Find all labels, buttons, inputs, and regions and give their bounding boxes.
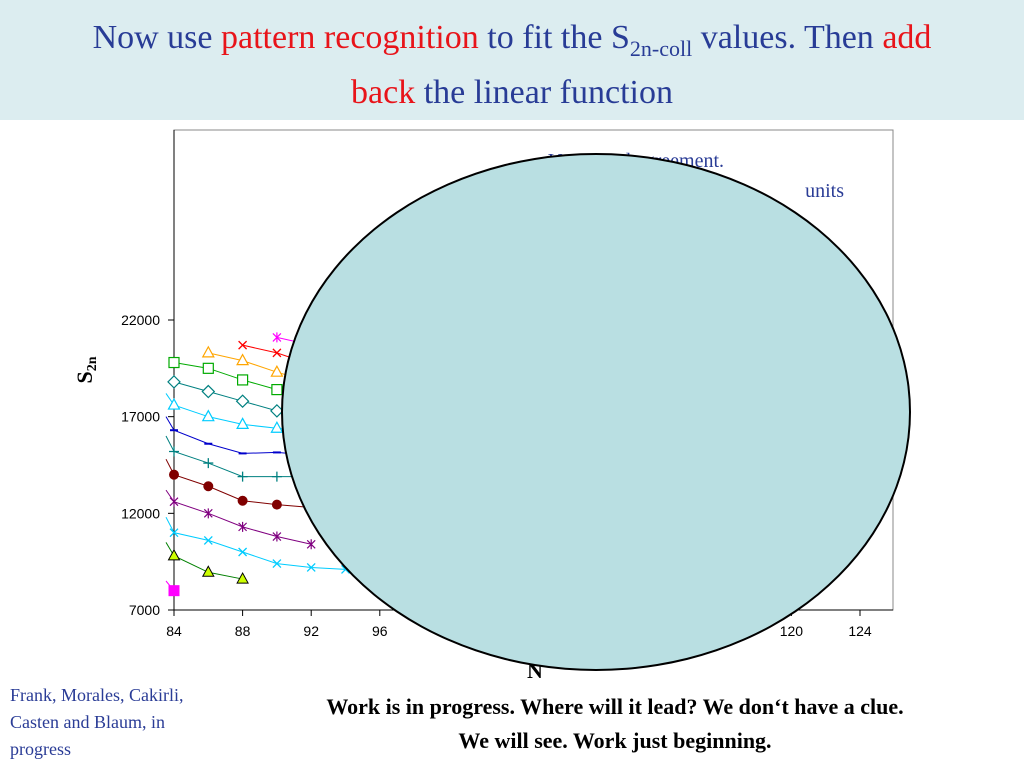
data-point — [270, 421, 284, 433]
footer-line1: Work is in progress. Where will it lead?… — [326, 694, 904, 719]
y-axis-label-subscript: 2n — [85, 356, 100, 371]
data-point — [168, 585, 180, 597]
data-point — [238, 547, 248, 557]
title-highlight-add: add — [882, 19, 932, 56]
data-point — [272, 348, 282, 358]
data-point — [237, 471, 248, 482]
title-subscript: 2n-coll — [629, 35, 693, 61]
x-tick-label: 88 — [235, 623, 251, 639]
data-point — [237, 374, 249, 386]
y-tick-label: 22000 — [121, 312, 160, 328]
y-axis-label: S2n — [72, 356, 100, 383]
data-point — [237, 495, 248, 506]
series-1 — [165, 580, 180, 597]
title-part4: the linear function — [415, 73, 673, 111]
title-highlight-back: back — [351, 73, 416, 111]
series-line — [165, 435, 312, 478]
title-band — [0, 0, 1024, 120]
data-point — [169, 496, 179, 507]
data-point — [168, 356, 180, 369]
data-point — [271, 384, 283, 396]
y-tick-label: 17000 — [121, 409, 160, 425]
data-point — [272, 531, 282, 542]
x-tick-label: 124 — [848, 623, 872, 639]
x-tick-label: 84 — [166, 623, 182, 639]
title-part2: to fit the S — [478, 19, 630, 56]
x-tick-label: 92 — [303, 623, 319, 639]
overlay-oval — [281, 153, 911, 671]
data-point — [201, 384, 216, 399]
data-point — [236, 353, 250, 366]
data-point — [167, 548, 181, 561]
data-point — [238, 340, 248, 350]
data-point — [235, 394, 250, 409]
data-point — [238, 521, 248, 532]
data-point — [202, 362, 214, 374]
data-point — [271, 471, 282, 482]
data-point — [306, 563, 316, 572]
data-point — [201, 565, 215, 577]
note-line2: units — [805, 180, 844, 202]
data-point — [169, 446, 179, 457]
series-line — [165, 542, 243, 580]
footer-line2: We will see. Work just beginning. — [458, 728, 772, 753]
series-2 — [165, 542, 249, 584]
data-point — [201, 345, 215, 358]
data-point — [167, 397, 181, 410]
x-tick-label: 96 — [372, 623, 388, 639]
slide-title: Now use pattern recognition to fit the S… — [0, 16, 1024, 115]
series-3 — [165, 516, 350, 574]
data-point — [201, 409, 215, 422]
footer-text: Work is in progress. Where will it lead?… — [210, 690, 1020, 758]
data-point — [203, 535, 213, 545]
data-point — [203, 508, 213, 519]
series-4 — [165, 489, 316, 550]
data-point — [236, 572, 249, 584]
data-point — [272, 332, 282, 343]
y-tick-label: 12000 — [121, 505, 160, 521]
data-point — [169, 528, 179, 538]
data-point — [270, 404, 284, 418]
y-tick-label: 7000 — [129, 602, 160, 618]
title-highlight-pattern: pattern recognition — [221, 19, 479, 56]
series-line — [165, 416, 312, 456]
title-part1: Now use — [92, 19, 222, 56]
data-point — [272, 559, 282, 569]
data-point — [236, 417, 250, 429]
title-part3: values. Then — [692, 19, 883, 56]
x-tick-label: 120 — [780, 623, 804, 639]
data-point — [203, 458, 214, 469]
data-point — [169, 469, 179, 480]
data-point — [306, 539, 316, 550]
data-point — [271, 499, 282, 510]
data-point — [270, 364, 284, 377]
author-credit: Frank, Morales, Cakirli, Casten and Blau… — [10, 685, 184, 759]
data-point — [203, 481, 214, 492]
data-point — [167, 375, 181, 389]
